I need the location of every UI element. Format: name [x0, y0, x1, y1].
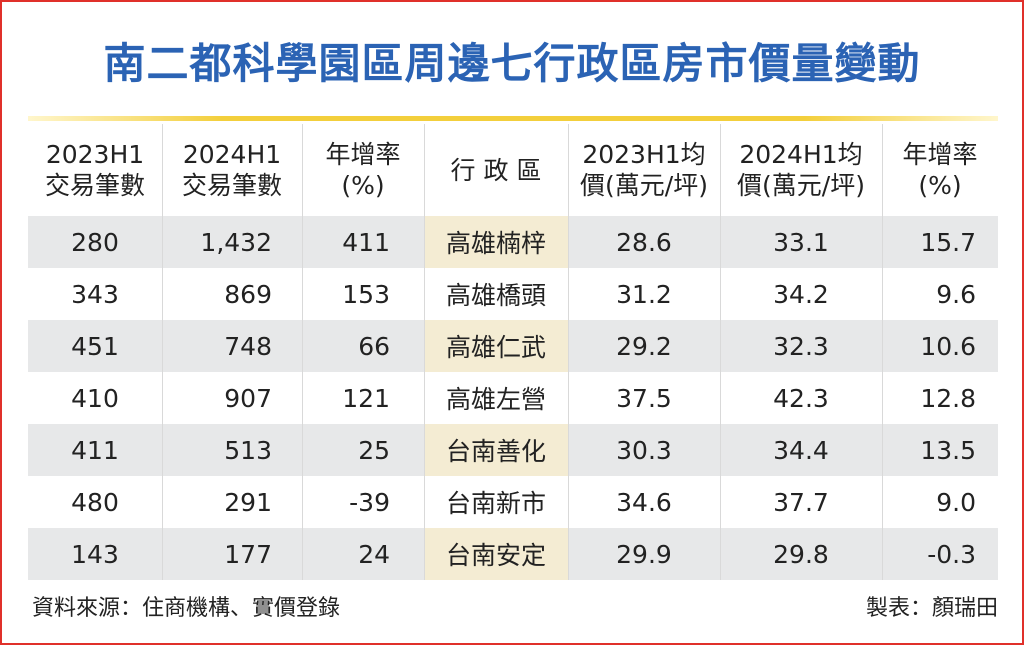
header-line: 年增率: [325, 140, 401, 169]
header-line: (%): [341, 171, 385, 200]
value-cell: 143: [71, 539, 119, 569]
column-separator: [568, 124, 569, 580]
header-line: 交易筆數: [181, 171, 282, 200]
value-cell: 25: [358, 435, 390, 465]
value-cell: 291: [224, 487, 272, 517]
district-cell: 台南安定: [424, 528, 568, 580]
value-cell: 12.8: [920, 383, 976, 413]
value-cell: 121: [342, 383, 390, 413]
district-cell: 高雄橋頭: [424, 268, 568, 320]
column-separator: [424, 124, 425, 580]
value-cell: 37.5: [616, 383, 672, 413]
header-line: (%): [918, 171, 962, 200]
value-cell: 451: [71, 331, 119, 361]
value-cell: 32.3: [773, 331, 829, 361]
value-cell: 13.5: [920, 435, 976, 465]
district-cell: 台南新市: [424, 476, 568, 528]
column-header: 2023H1均 價(萬元/坪): [568, 124, 720, 216]
column-separator: [302, 124, 303, 580]
value-cell: 42.3: [773, 383, 829, 413]
value-cell: 34.4: [773, 435, 829, 465]
source: 資料來源：住商機構、實價登錄: [32, 596, 341, 621]
column-header: 2023H1 交易筆數: [28, 124, 162, 216]
district-cell: 高雄仁武: [424, 320, 568, 372]
header-line: 交易筆數: [44, 171, 145, 200]
value-cell: 37.7: [773, 487, 829, 517]
district-cell: 台南善化: [424, 424, 568, 476]
column-separator: [882, 124, 883, 580]
value-cell: 29.2: [616, 331, 672, 361]
column-header: 2024H1 交易筆數: [162, 124, 302, 216]
value-cell: 10.6: [920, 331, 976, 361]
title: 南二都科學園區周邊七行政區房市價量變動: [103, 39, 921, 88]
value-cell: 29.8: [773, 539, 829, 569]
value-cell: 869: [224, 279, 272, 309]
column-header: 行 政 區: [424, 124, 568, 216]
value-cell: 34.2: [773, 279, 829, 309]
value-cell: -0.3: [927, 539, 976, 569]
value-cell: 907: [224, 383, 272, 413]
district-cell: 高雄左營: [424, 372, 568, 424]
value-cell: 411: [342, 227, 390, 257]
header-line: 行 政 區: [450, 155, 542, 185]
value-cell: 280: [71, 227, 119, 257]
value-cell: 24: [358, 539, 390, 569]
header-line: 價(萬元/坪): [580, 171, 708, 200]
value-cell: 31.2: [616, 279, 672, 309]
value-cell: 410: [71, 383, 119, 413]
column-header: 年增率 (%): [302, 124, 424, 216]
header-line: 2023H1均: [582, 140, 706, 169]
value-cell: 33.1: [773, 227, 829, 257]
value-cell: 748: [224, 331, 272, 361]
title-rule: [28, 116, 998, 121]
header-line: 年增率: [902, 140, 978, 169]
value-cell: 30.3: [616, 435, 672, 465]
value-cell: 343: [71, 279, 119, 309]
value-cell: 15.7: [920, 227, 976, 257]
header-line: 價(萬元/坪): [737, 171, 865, 200]
district-cell: 高雄楠梓: [424, 216, 568, 268]
value-cell: 480: [71, 487, 119, 517]
value-cell: 153: [342, 279, 390, 309]
value-cell: 177: [224, 539, 272, 569]
value-cell: 28.6: [616, 227, 672, 257]
value-cell: 34.6: [616, 487, 672, 517]
header-line: 2023H1: [45, 140, 145, 169]
value-cell: 9.0: [936, 487, 976, 517]
header-line: 2024H1均: [739, 140, 863, 169]
value-cell: 411: [71, 435, 119, 465]
value-cell: -39: [349, 487, 390, 517]
column-header: 2024H1均 價(萬元/坪): [720, 124, 882, 216]
column-header: 年增率 (%): [882, 124, 998, 216]
column-separator: [162, 124, 163, 580]
value-cell: 1,432: [200, 227, 272, 257]
author: 製表：顏瑞田: [865, 596, 998, 621]
value-cell: 9.6: [936, 279, 976, 309]
column-separator: [720, 124, 721, 580]
value-cell: 66: [358, 331, 390, 361]
value-cell: 29.9: [616, 539, 672, 569]
value-cell: 513: [224, 435, 272, 465]
header-line: 2024H1: [182, 140, 282, 169]
